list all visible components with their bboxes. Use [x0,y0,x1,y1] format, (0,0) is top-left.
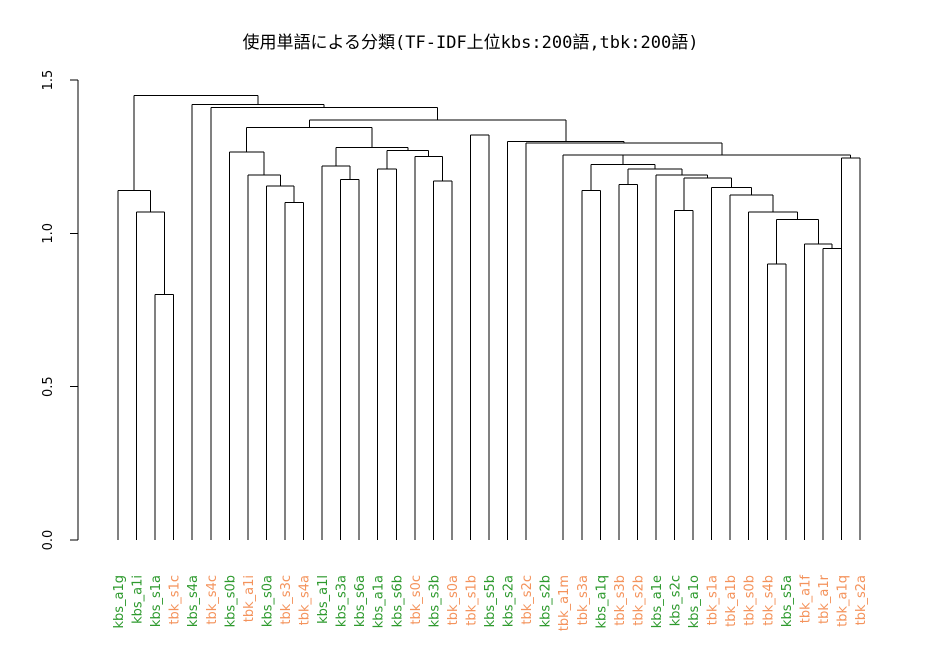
leaf-label: kbs_s2b [539,575,554,627]
leaf-label: tbk_s4c [205,575,220,625]
leaf-label: tbk_s2c [520,575,535,625]
leaf-label: tbk_s1b [464,575,479,626]
leaf-label: kbs_a1e [650,575,665,628]
leaf-label: kbs_s4a [186,575,201,627]
leaf-label: tbk_s4b [761,575,776,626]
leaf-label: tbk_a1b [724,575,739,627]
leaf-label: kbs_a1l [316,575,331,624]
dendrogram-links [117,94,861,540]
leaf-label: kbs_s2c [669,575,684,626]
leaf-label: kbs_a1g [112,575,127,629]
leaf-label: tbk_s4a [298,575,313,625]
y-tick-label: 1.5 [41,70,56,91]
leaf-label: kbs_s0a [260,575,275,627]
leaf-label: tbk_a1q [835,575,850,627]
leaf-label: kbs_s5a [780,575,795,627]
leaf-label: tbk_s1c [168,575,183,625]
leaf-label: tbk_a1m [557,575,572,631]
leaf-labels: kbs_a1g kbs_a1i kbs_s1a tbk_s1c kbs_s4a tbk_s… [112,574,869,631]
leaf-label: kbs_s5b [483,575,498,627]
leaf-label: tbk_s0c [409,575,424,625]
leaf-label: kbs_s1a [149,575,164,627]
leaf-label: tbk_a1f [798,575,813,624]
leaf-label: kbs_s0b [223,575,238,627]
leaf-label: kbs_a1i [131,575,146,624]
leaf-label: kbs_a1q [594,575,609,629]
leaf-label: tbk_s2b [631,575,646,626]
leaf-label: kbs_s3b [427,575,442,627]
y-tick-label: 0.0 [41,530,56,551]
leaf-label: tbk_s0a [446,575,461,625]
chart-title: 使用単語による分類(TF-IDF上位kbs:200語,tbk:200語) [242,33,699,53]
leaf-label: kbs_s2a [502,575,517,627]
leaf-label: kbs_s3a [335,575,350,627]
leaf-label: kbs_s6b [390,575,405,627]
y-axis: 0.0 0.5 1.0 1.5 [41,70,79,551]
leaf-label: tbk_s3c [279,575,294,625]
leaf-label: kbs_a1o [687,575,702,628]
leaf-label: tbk_a1r [817,574,832,624]
leaf-label: kbs_s6a [353,575,368,627]
leaf-label: tbk_s0b [743,575,758,626]
leaf-label: tbk_s2a [854,575,869,625]
leaf-label: tbk_s3b [613,575,628,626]
leaf-label: tbk_a1i [242,575,257,622]
y-tick-label: 1.0 [41,223,56,244]
leaf-label: tbk_s3a [576,575,591,625]
leaf-label: kbs_a1a [372,575,387,628]
leaf-label: tbk_s1a [706,575,721,625]
y-tick-label: 0.5 [41,376,56,397]
